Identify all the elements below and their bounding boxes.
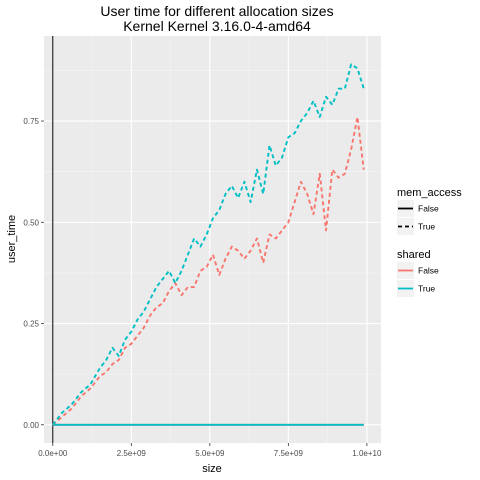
- legend-title-mem-access: mem_access: [397, 187, 462, 199]
- x-tick-label: 2.5e+09: [117, 449, 147, 458]
- legend-shared: shared False True: [397, 249, 439, 297]
- plot-panel: [44, 36, 381, 443]
- x-axis-title: size: [202, 463, 222, 475]
- x-tick-label: 1.0e+10: [352, 449, 382, 458]
- chart-title: User time for different allocation sizes: [100, 3, 333, 19]
- legend-mem-access: mem_access False True: [397, 187, 462, 235]
- x-tick-label: 5.0e+09: [195, 449, 225, 458]
- series-line-mem-access-true-shared-false: [52, 116, 365, 426]
- legend-title-shared: shared: [397, 249, 431, 261]
- y-tick-label: 0.00: [23, 421, 39, 430]
- grid-minor: [44, 36, 381, 443]
- legend-label-shared-true: True: [418, 284, 435, 294]
- x-tick-label: 0.0e+00: [38, 449, 68, 458]
- chart-subtitle: Kernel Kernel 3.16.0-4-amd64: [123, 18, 311, 34]
- series-layer: [52, 63, 365, 426]
- legend-label-shared-false: False: [418, 266, 439, 276]
- y-tick-label: 0.75: [23, 117, 39, 126]
- legend-label-mem-access-true: True: [418, 222, 435, 232]
- y-tick-label: 0.50: [23, 218, 39, 227]
- y-tick-label: 0.25: [23, 320, 39, 329]
- x-axis-ticks: 0.0e+00 2.5e+09 5.0e+09 7.5e+09 1.0e+10: [38, 443, 382, 458]
- y-axis-title: user_time: [6, 215, 18, 263]
- series-line-mem-access-true-shared-true: [52, 63, 365, 426]
- x-tick-label: 7.5e+09: [274, 449, 304, 458]
- legend-label-mem-access-false: False: [418, 204, 439, 214]
- y-axis-ticks: 0.00 0.25 0.50 0.75: [23, 117, 44, 430]
